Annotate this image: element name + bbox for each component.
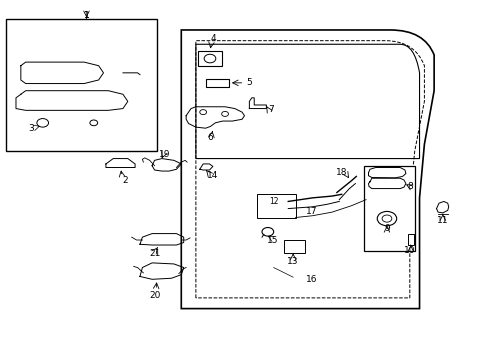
Text: 1: 1 xyxy=(83,11,89,20)
Text: 16: 16 xyxy=(305,275,317,284)
Bar xyxy=(407,234,413,245)
Text: 18: 18 xyxy=(335,168,347,177)
Text: 9: 9 xyxy=(383,224,389,233)
Text: 3: 3 xyxy=(29,124,34,133)
Text: 4: 4 xyxy=(210,35,215,44)
Text: 14: 14 xyxy=(207,171,218,180)
Text: 6: 6 xyxy=(207,133,213,142)
Text: 11: 11 xyxy=(436,216,447,225)
Bar xyxy=(6,19,157,152)
Bar xyxy=(363,166,414,251)
Text: 1: 1 xyxy=(83,11,89,20)
Text: 19: 19 xyxy=(158,150,170,159)
Text: 2: 2 xyxy=(122,176,128,185)
Text: 17: 17 xyxy=(305,207,317,216)
Text: 15: 15 xyxy=(266,235,277,244)
Text: 13: 13 xyxy=(287,257,298,266)
Bar xyxy=(284,240,304,253)
Bar xyxy=(256,194,295,217)
Bar xyxy=(205,79,228,87)
Text: 10: 10 xyxy=(403,246,415,255)
Text: 20: 20 xyxy=(148,291,160,300)
Text: 8: 8 xyxy=(406,182,412,191)
Text: 5: 5 xyxy=(246,78,252,87)
Text: 21: 21 xyxy=(148,249,160,258)
Text: 7: 7 xyxy=(268,105,274,114)
Bar xyxy=(198,51,221,66)
Text: 12: 12 xyxy=(268,197,278,206)
